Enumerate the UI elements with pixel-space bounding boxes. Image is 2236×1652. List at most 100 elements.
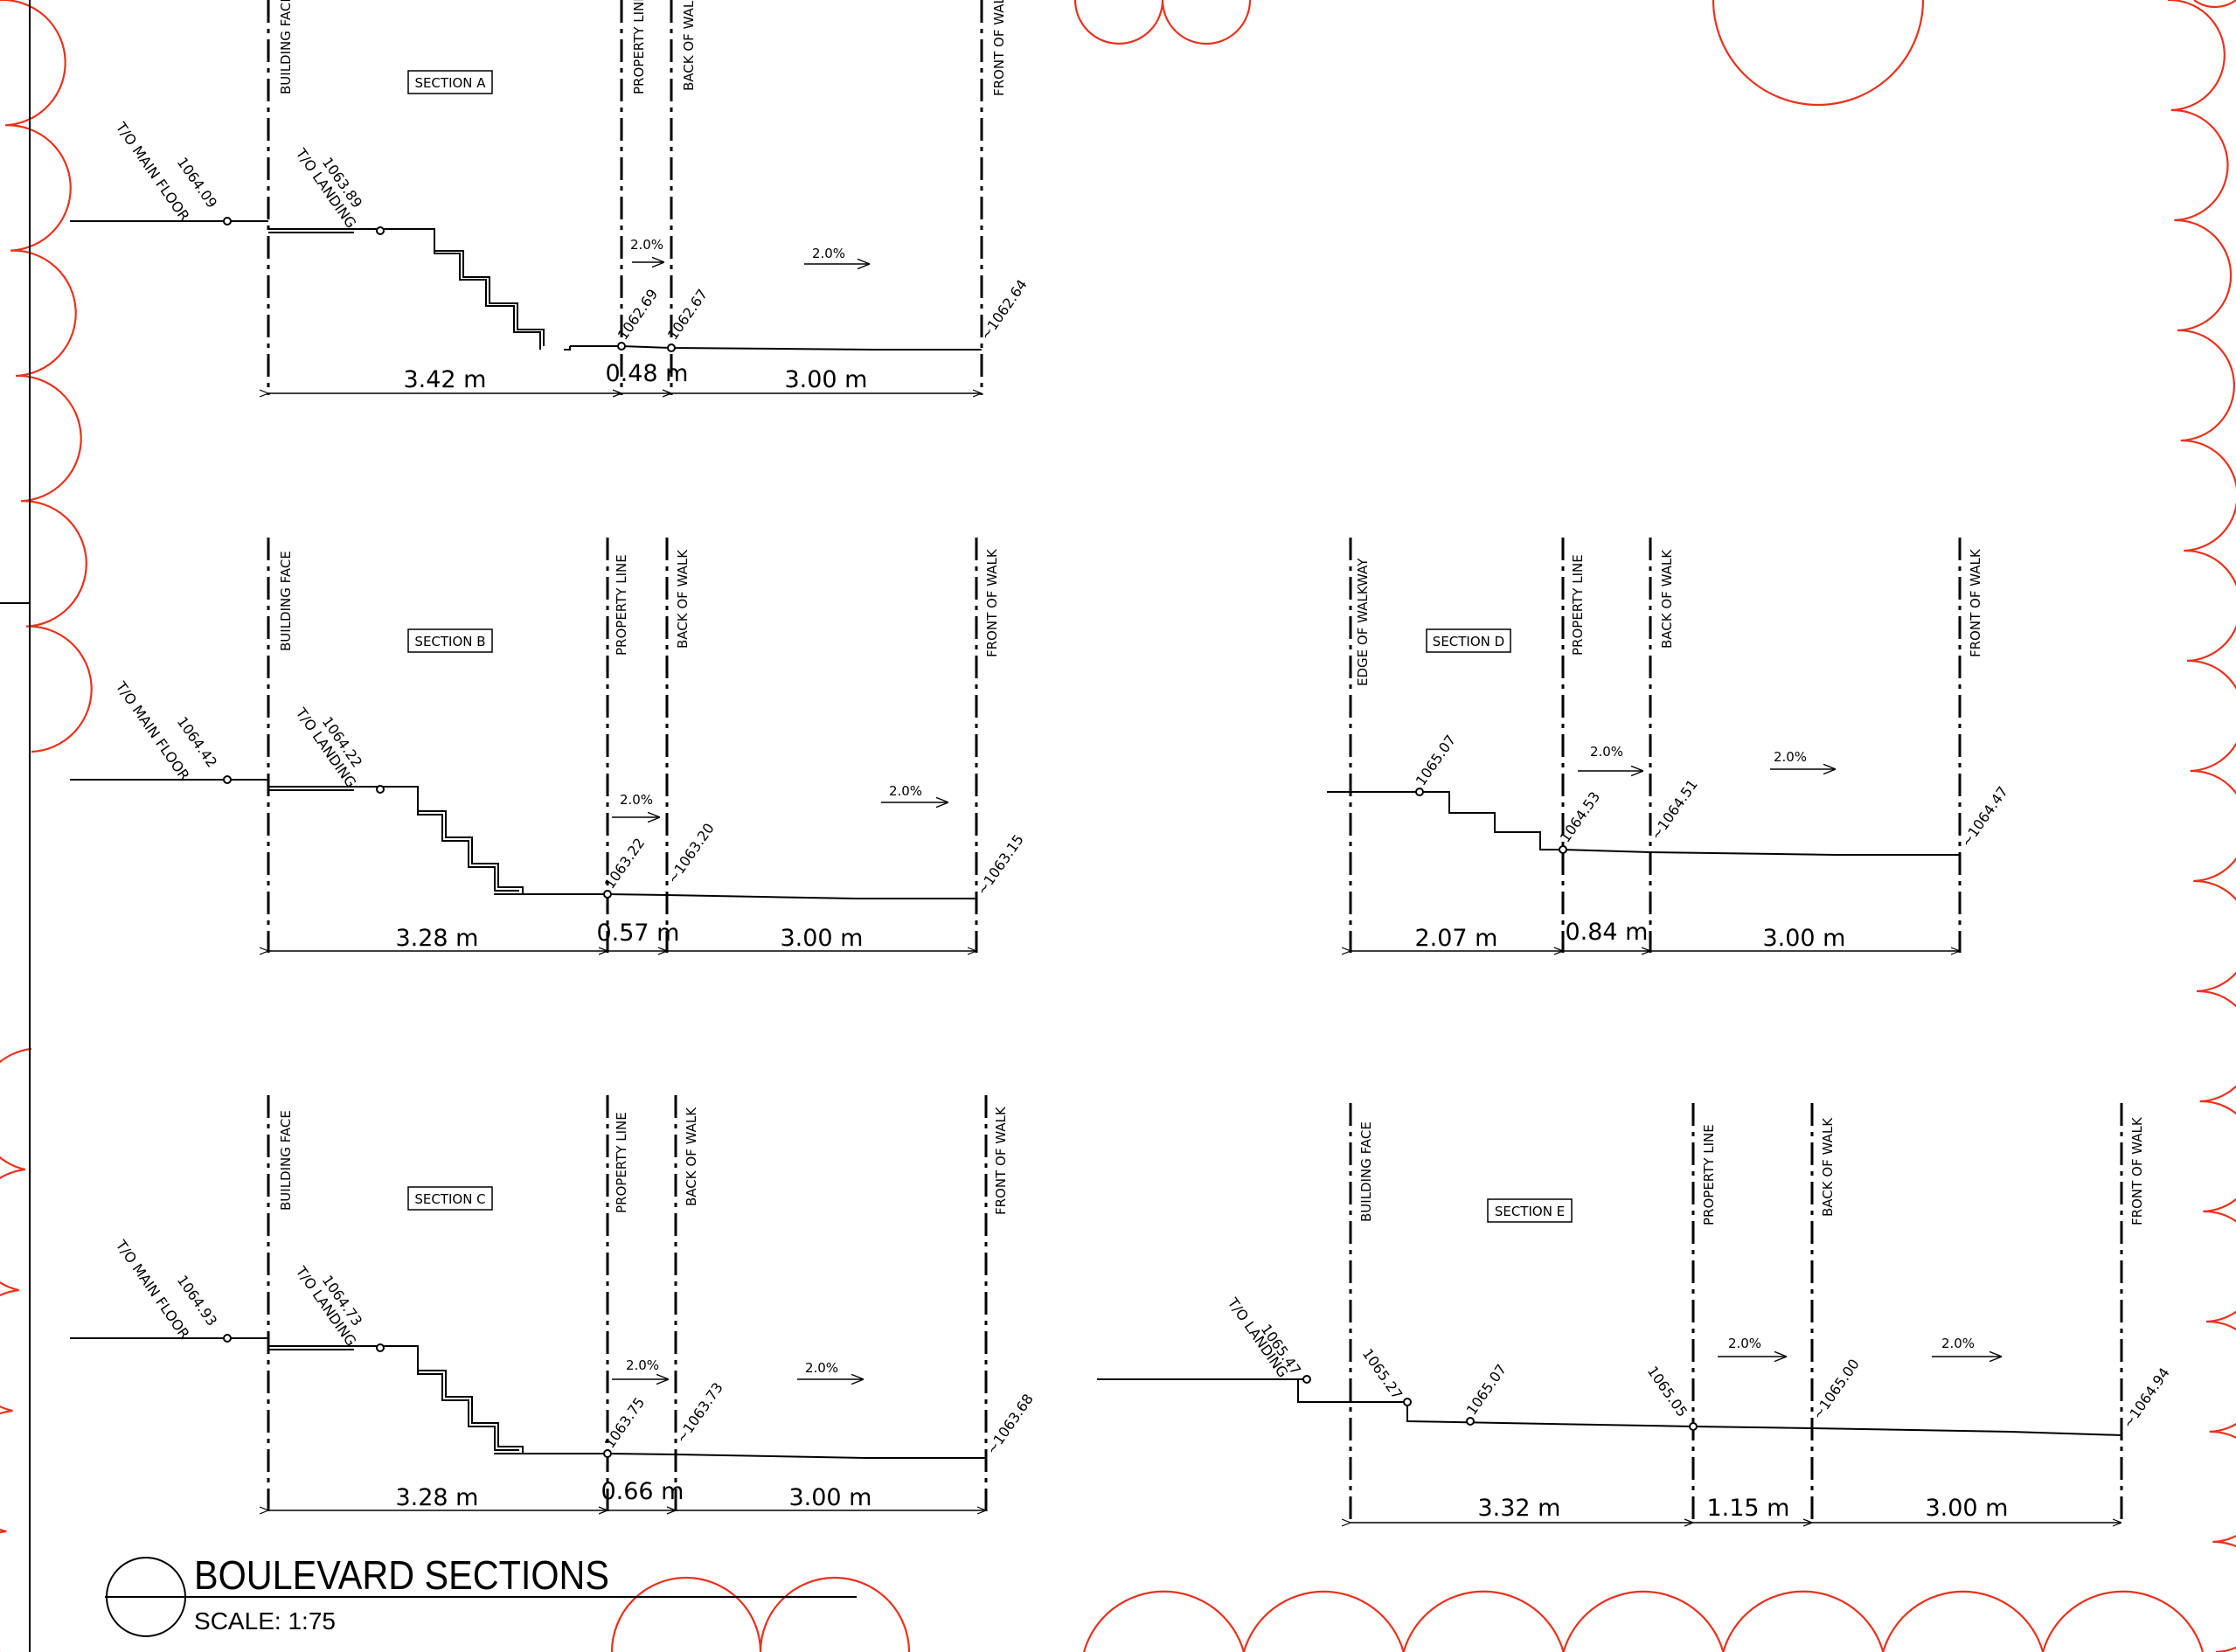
front-of-walk-label: FRONT OF WALK: [2129, 1116, 2145, 1225]
dimension-label: 0.84 m: [1565, 919, 1648, 946]
building-face-label: BUILDING FACE: [278, 1110, 294, 1211]
slope-arrows: [612, 802, 948, 817]
building-face-label: BUILDING FACE: [1358, 1121, 1374, 1222]
reference-line-labels: BUILDING FACE PROPERTY LINE BACK OF WALK…: [1358, 1116, 2145, 1225]
property-line-label: PROPERTY LINE: [1701, 1124, 1717, 1225]
slope-label: 2.0%: [812, 246, 845, 261]
reference-line-labels: BUILDING FACE PROPERTY LINE BACK OF WALK…: [278, 1106, 1009, 1215]
slope-label: 2.0%: [1774, 749, 1807, 765]
elevation-labels: 1064.93 T/O MAIN FLOOR 1064.73 T/O LANDI…: [112, 1237, 1037, 1458]
dimension-label: 3.00 m: [784, 366, 867, 393]
reference-line-labels: BUILDING FACE PROPERTY LINE BACK OF WALK…: [278, 548, 1000, 657]
dimension-labels: 3.28 m 0.66 m 3.00 m: [395, 1478, 871, 1511]
building-face-label: BUILDING FACE: [278, 551, 294, 651]
back-of-walk-label: BACK OF WALK: [675, 549, 691, 649]
revision-cloud-arc: [1073, 0, 1252, 45]
spot-elevation: 1065.07: [1463, 1361, 1510, 1418]
spot-markers: [1302, 1375, 1698, 1431]
section-a: BUILDING FACE PROPERTY LINE BACK OF WALK…: [70, 0, 1031, 395]
front-walk-elevation: ~1064.94: [2120, 1364, 2173, 1431]
back-of-walk-label: BACK OF WALK: [1820, 1117, 1836, 1217]
front-walk-elevation: ~1063.15: [974, 831, 1027, 898]
slope-arrows: [632, 262, 870, 264]
front-of-walk-label: FRONT OF WALK: [991, 0, 1007, 96]
reference-lines: [1349, 538, 1962, 953]
section-b: BUILDING FACE PROPERTY LINE BACK OF WALK…: [70, 538, 1027, 953]
revision-cloud-arc: [2193, 0, 2236, 9]
reference-lines: [267, 538, 978, 953]
section-tag: SECTION B: [414, 634, 485, 649]
section-tag-box: [1487, 1198, 1573, 1223]
slope-label: 2.0%: [1590, 744, 1623, 760]
front-walk-elevation: ~1064.47: [1958, 783, 2011, 850]
ground-profile: [70, 220, 982, 351]
front-of-walk-label: FRONT OF WALK: [1968, 548, 1983, 657]
slope-label: 2.0%: [1941, 1336, 1975, 1351]
slope-label: 2.0%: [620, 792, 653, 808]
section-tag-box: [407, 628, 493, 653]
spot-markers: [223, 1334, 612, 1458]
front-of-walk-label: FRONT OF WALK: [993, 1106, 1009, 1215]
section-e: BUILDING FACE PROPERTY LINE BACK OF WALK…: [1097, 1103, 2173, 1525]
spot-elevation: ~1065.00: [1809, 1356, 1863, 1422]
drawing-title-block: BOULEVARD SECTIONS SCALE: 1:75: [105, 1552, 857, 1637]
spot-elevation: 1065.27: [1359, 1345, 1406, 1402]
dimension-label: 3.32 m: [1477, 1495, 1560, 1522]
spot-markers: [223, 775, 612, 899]
reference-lines: [267, 1095, 988, 1512]
dimension-label: 0.57 m: [596, 920, 679, 947]
dimension-label: 0.48 m: [605, 360, 688, 387]
spot-markers: [223, 217, 676, 352]
revision-cloud-arc: [0, 1047, 32, 1652]
spot-elevation: ~1064.51: [1648, 776, 1701, 843]
revision-cloud-arc: [610, 1576, 911, 1652]
spot-elevation: ~1063.20: [664, 820, 718, 886]
dimension-labels: 3.28 m 0.57 m 3.00 m: [395, 920, 863, 952]
dimension-label: 3.00 m: [780, 925, 863, 952]
reference-lines: [1349, 1103, 2123, 1525]
elevation-labels: 1065.47 T/O LANDING 1065.27 1065.07 1065…: [1224, 1295, 2173, 1432]
section-tag: SECTION E: [1495, 1204, 1565, 1219]
property-line-label: PROPERTY LINE: [614, 554, 629, 656]
drawing-title: BOULEVARD SECTIONS: [194, 1552, 609, 1598]
slope-label: 2.0%: [630, 237, 663, 253]
reference-line-labels: EDGE OF WALKWAY PROPERTY LINE BACK OF WA…: [1355, 548, 1983, 686]
back-of-walk-label: BACK OF WALK: [684, 1107, 699, 1206]
dimension-labels: 3.42 m 0.48 m 3.00 m: [403, 360, 867, 393]
property-line-label: PROPERTY LINE: [614, 1112, 629, 1213]
reference-lines: [267, 0, 983, 395]
property-line-label: PROPERTY LINE: [1570, 554, 1586, 656]
elevation-labels: 1064.09 T/O MAIN FLOOR 1063.89 T/O LANDI…: [112, 119, 1031, 344]
property-line-label: PROPERTY LINE: [631, 0, 647, 94]
dimension-label: 3.00 m: [1925, 1495, 2008, 1522]
edge-of-walkway-label: EDGE OF WALKWAY: [1355, 558, 1371, 686]
section-tag: SECTION C: [414, 1191, 485, 1207]
dimension-label: 3.28 m: [395, 1484, 478, 1511]
spot-markers: [1415, 788, 1567, 854]
reference-line-labels: BUILDING FACE PROPERTY LINE BACK OF WALK…: [278, 0, 1007, 96]
section-tag: SECTION D: [1433, 634, 1504, 649]
back-of-walk-label: BACK OF WALK: [681, 0, 697, 91]
revision-cloud-arc: [1712, 0, 1925, 107]
section-tag-box: [407, 1186, 493, 1211]
spot-elevation: ~1063.73: [673, 1379, 726, 1446]
section-c: BUILDING FACE PROPERTY LINE BACK OF WALK…: [70, 1095, 1037, 1512]
slope-label: 2.0%: [626, 1357, 659, 1373]
back-of-walk-label: BACK OF WALK: [1659, 549, 1675, 649]
ground-profile: [1097, 1378, 2122, 1436]
spot-elevation: 1065.05: [1644, 1363, 1691, 1419]
section-tag-box: [407, 70, 493, 94]
slope-label: 2.0%: [805, 1360, 838, 1376]
slope-label: 2.0%: [889, 783, 922, 799]
section-tag: SECTION A: [414, 75, 486, 91]
revision-cloud-arc: [0, 0, 93, 753]
dimension-label: 2.07 m: [1414, 925, 1497, 952]
dimension-label: 3.00 m: [788, 1484, 871, 1511]
slope-label: 2.0%: [1728, 1336, 1761, 1351]
sheet-border: [0, 0, 31, 1652]
front-walk-elevation: ~1063.68: [983, 1391, 1037, 1457]
ground-profile: [70, 1337, 986, 1459]
building-face-label: BUILDING FACE: [278, 0, 294, 94]
revision-cloud-arc: [1082, 1590, 2205, 1652]
